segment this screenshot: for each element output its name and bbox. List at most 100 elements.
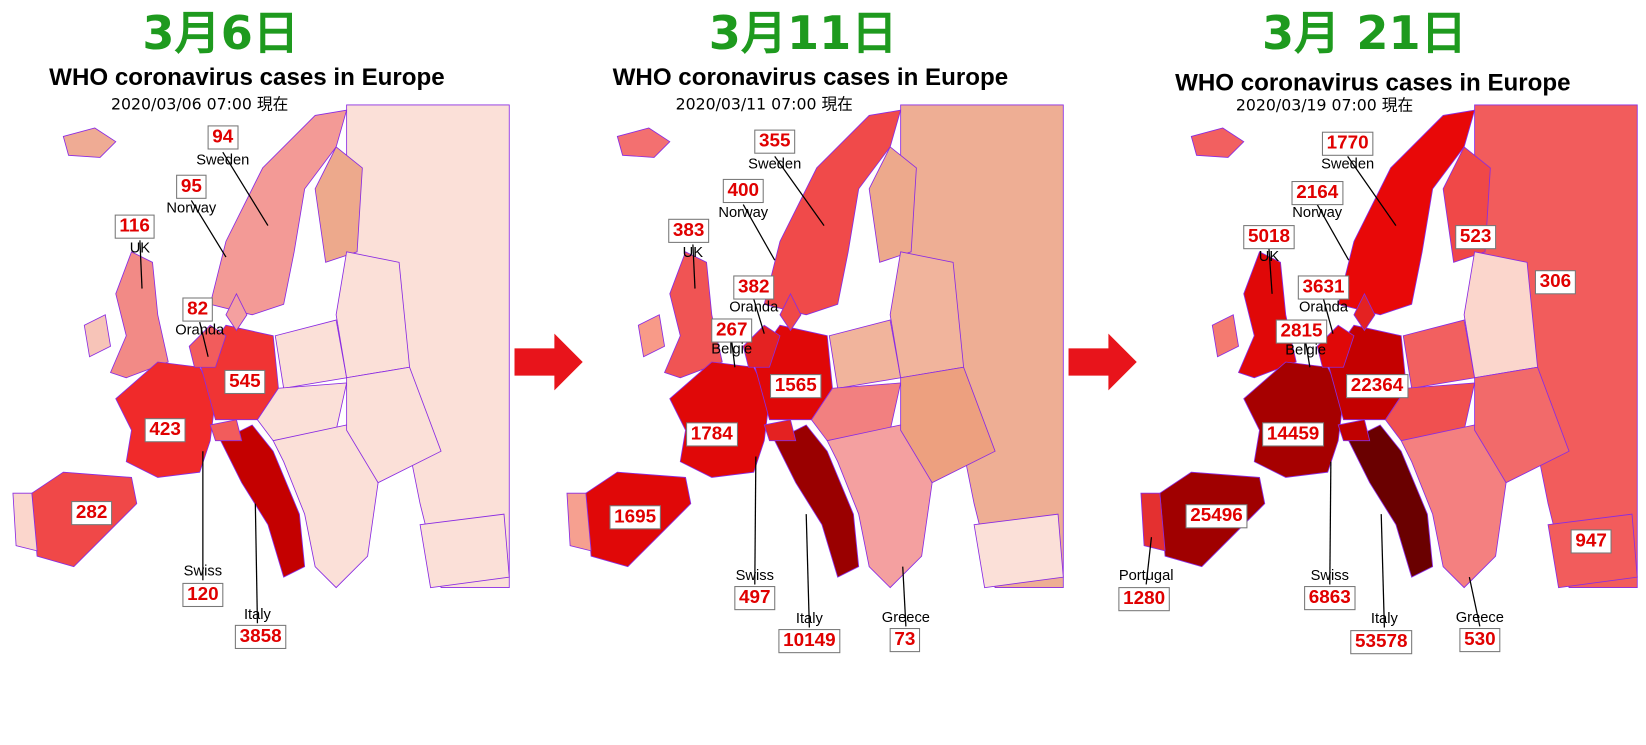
country-name: Swiss <box>184 564 222 580</box>
country-label: Oranda 382 <box>729 275 779 334</box>
country-name: Oranda <box>729 299 779 315</box>
value-box <box>144 418 186 443</box>
country-label: Swiss 6863 <box>1304 461 1356 611</box>
country-label: Greece 73 <box>882 566 930 653</box>
country <box>1237 251 1297 379</box>
value-box <box>1185 504 1248 529</box>
value-box <box>182 297 213 322</box>
value-box <box>1534 270 1576 295</box>
leader-line <box>753 298 765 334</box>
leader-line <box>692 244 696 289</box>
case-count: 3858 <box>240 626 282 647</box>
value-box <box>207 125 239 150</box>
country-label: Oranda 3631 <box>1297 275 1350 334</box>
country-label: UK 383 <box>668 218 710 289</box>
leader-line <box>902 566 907 627</box>
case-count: 400 <box>728 180 760 201</box>
case-count: 2815 <box>1280 321 1322 342</box>
value-box <box>686 422 738 447</box>
value-box <box>889 628 921 653</box>
leader-line <box>1380 514 1386 628</box>
country <box>1140 492 1166 552</box>
country-name: Norway <box>718 205 768 221</box>
value-box <box>1346 374 1409 399</box>
country-label: Portugal 1280 <box>1118 537 1174 612</box>
case-count: 545 <box>229 371 261 392</box>
country <box>220 424 306 578</box>
country <box>1243 361 1344 478</box>
map <box>1140 104 1638 589</box>
country-name: UK <box>130 241 151 257</box>
country-name: Belgie <box>1285 342 1326 358</box>
country-label: 1784 <box>686 422 738 447</box>
country-name: Greece <box>1456 610 1504 626</box>
value-box <box>234 624 287 649</box>
country-name: Greece <box>882 610 930 626</box>
country-label: Oranda 82 <box>175 297 225 357</box>
value-box <box>1262 422 1325 447</box>
country-label: 306 <box>1534 270 1576 295</box>
value-box <box>1459 628 1501 653</box>
country <box>1474 366 1570 484</box>
country-name: Sweden <box>748 157 801 173</box>
date-title: 3月11日 <box>709 6 898 60</box>
country <box>109 251 169 379</box>
value-box <box>1291 181 1344 206</box>
country <box>1402 319 1476 389</box>
heading: WHO coronavirus cases in Europe <box>49 64 445 91</box>
country-name: UK <box>683 245 704 261</box>
country <box>763 419 797 442</box>
country-name: Sweden <box>1321 157 1374 173</box>
country <box>314 146 363 263</box>
country-label: Sweden 1770 <box>1321 131 1397 226</box>
leader-line <box>1268 248 1273 294</box>
case-count: 82 <box>187 299 208 320</box>
country <box>973 513 1064 589</box>
country-label: 1565 <box>769 374 822 399</box>
value-box <box>1297 275 1350 300</box>
country <box>419 513 510 589</box>
country-name: Italy <box>1371 611 1399 627</box>
country <box>1190 127 1245 158</box>
country-name: Swiss <box>1311 568 1349 584</box>
country <box>209 419 243 442</box>
case-count: 14459 <box>1267 423 1320 444</box>
country-name: Norway <box>166 201 216 217</box>
leader-line <box>1145 537 1153 585</box>
country <box>1211 314 1239 358</box>
leader-line <box>742 204 776 261</box>
country <box>566 492 592 552</box>
country-label: UK 5018 <box>1243 225 1295 294</box>
country-label: 545 <box>224 369 266 395</box>
country-name: UK <box>1259 249 1280 265</box>
case-count: 306 <box>1540 271 1572 292</box>
date-title: 3月 21日 <box>1262 6 1467 60</box>
case-count: 5018 <box>1248 226 1290 247</box>
panel: 3月6日 WHO coronavirus cases in Europe 2020/… <box>12 6 510 649</box>
case-count: 25496 <box>1190 505 1243 526</box>
case-count: 382 <box>738 276 770 297</box>
case-count: 10149 <box>783 630 836 651</box>
country <box>1463 251 1539 379</box>
leader-line <box>1316 204 1350 261</box>
country-name: Sweden <box>196 152 249 168</box>
value-box <box>769 374 822 399</box>
country <box>1348 424 1434 578</box>
country <box>225 292 248 332</box>
country <box>83 314 111 358</box>
case-count: 530 <box>1464 629 1496 650</box>
value-box <box>711 318 753 343</box>
country-name: Norway <box>1292 205 1342 221</box>
value-box <box>1275 319 1328 344</box>
panel: 3月11日 WHO coronavirus cases in Europe 2020… <box>566 6 1064 654</box>
country-label: 523 <box>1455 225 1497 250</box>
country <box>779 292 802 332</box>
leader-line <box>774 155 825 226</box>
leader-line <box>1329 461 1332 585</box>
map <box>12 104 510 589</box>
country <box>663 251 723 379</box>
country <box>188 324 227 368</box>
country <box>669 361 770 478</box>
country <box>742 324 781 368</box>
